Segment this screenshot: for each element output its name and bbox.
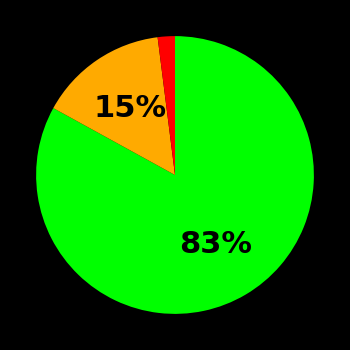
Wedge shape xyxy=(53,37,175,175)
Wedge shape xyxy=(36,36,314,314)
Text: 83%: 83% xyxy=(180,230,252,259)
Text: 15%: 15% xyxy=(93,94,166,123)
Wedge shape xyxy=(158,36,175,175)
